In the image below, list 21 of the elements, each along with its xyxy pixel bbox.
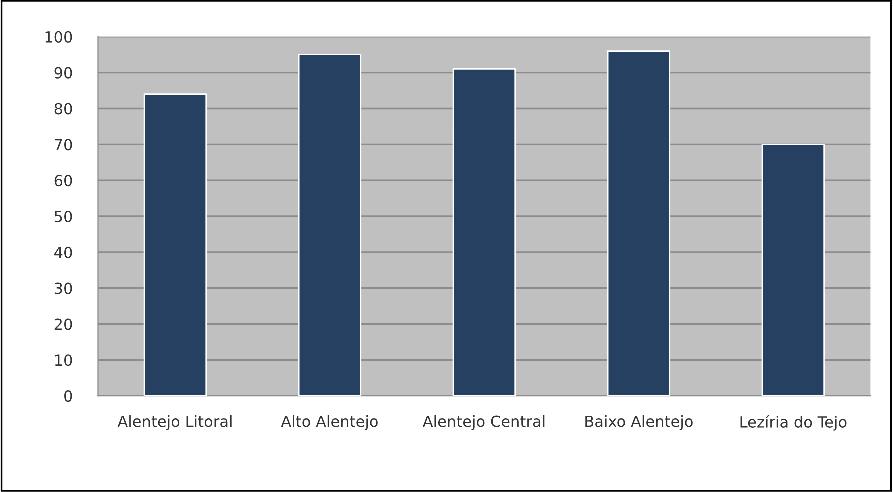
bar — [762, 144, 826, 396]
y-tick-label: 0 — [64, 390, 72, 402]
x-tick-label: Baixo Alentejo — [586, 416, 693, 430]
y-tick-label: 20 — [54, 318, 72, 330]
x-tick-label: Alentejo Litoral — [118, 416, 232, 430]
y-tick-label: 30 — [54, 282, 72, 294]
bar — [298, 54, 362, 396]
y-tick-label: 100 — [46, 31, 72, 43]
y-tick-label: 50 — [54, 210, 72, 222]
y-tick-label: 10 — [55, 354, 72, 366]
x-tick-label: Lezíria do Tejo — [740, 416, 847, 431]
x-tick-label: Alentejo Central — [422, 416, 545, 430]
y-tick-label: 70 — [55, 139, 72, 151]
y-tick-label: 80 — [54, 103, 72, 115]
y-tick-label: 90 — [54, 67, 72, 79]
y-tick-label: 60 — [54, 175, 72, 187]
bar — [607, 50, 671, 396]
y-tick-label: 40 — [54, 246, 72, 258]
x-tick-label: Alto Alentejo — [281, 416, 378, 430]
bar — [144, 94, 208, 396]
bar — [452, 68, 516, 396]
